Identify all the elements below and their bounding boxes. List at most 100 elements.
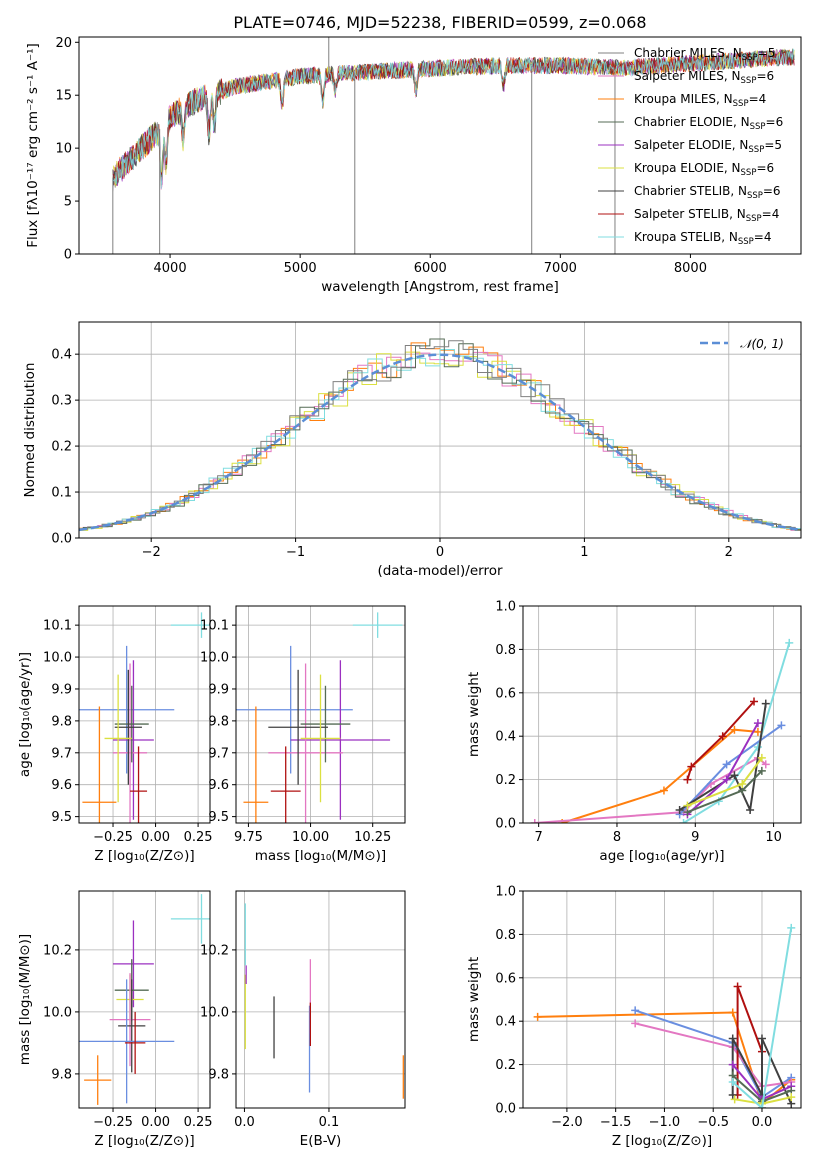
z-mass-axes: −0.25 0.00 0.25 9.8 10.0 10.2 Z [log₁₀(Z/Z⊙)] m…	[17, 891, 213, 1149]
y-tick-label: 20	[55, 36, 72, 51]
x-tick-label: 1	[580, 545, 588, 560]
y-axis-label: Flux [fλ10⁻¹⁷ erg cm⁻² s⁻¹ A⁻¹]	[25, 43, 41, 248]
mass-age-frame	[235, 605, 406, 824]
series-marker	[722, 760, 731, 769]
y-tick-label: 9.7	[208, 746, 229, 761]
x-tick-label: 9	[691, 830, 699, 845]
data-point	[109, 973, 151, 1067]
legend-entry: Kroupa MILES, NSSP=4	[634, 92, 766, 109]
y-tick-label: 9.9	[208, 682, 229, 697]
y-tick-label: 9.9	[51, 682, 72, 697]
y-tick-label: 10.0	[43, 1005, 72, 1020]
series-line	[682, 642, 791, 823]
y-tick-label: 9.6	[51, 778, 72, 793]
legend-entry: Chabrier STELIB, NSSP=6	[634, 184, 781, 201]
legend-entry: Salpeter STELIB, NSSP=4	[634, 207, 779, 224]
x-tick-label: −1.5	[600, 1115, 632, 1130]
data-point	[243, 706, 269, 823]
x-tick-label: −0.25	[93, 1115, 133, 1130]
z-age-frame	[78, 605, 211, 824]
x-tick-label: 8	[613, 830, 621, 845]
series-marker	[733, 982, 742, 991]
x-tick-label: 5000	[284, 261, 317, 276]
x-axis-label: Z [log₁₀(Z/Z⊙)]	[94, 848, 194, 864]
series-marker	[679, 819, 688, 823]
data-point	[170, 612, 210, 638]
y-tick-label: 0.6	[495, 971, 516, 986]
x-tick-label: 0.0	[234, 1115, 255, 1130]
y-tick-label: 0.2	[495, 773, 516, 788]
spectrum-series-line	[112, 48, 795, 189]
y-tick-label: 5	[64, 195, 72, 210]
series-marker	[761, 699, 770, 708]
legend-entry: 𝒩(0, 1)	[740, 337, 784, 351]
histogram-series	[79, 351, 801, 531]
data-point	[124, 1011, 146, 1074]
x-axis-label: mass [log₁₀(M/M⊙)]	[255, 848, 386, 864]
y-tick-label: 10.2	[200, 943, 229, 958]
y-tick-label: 10.2	[43, 943, 72, 958]
series-marker	[757, 766, 766, 775]
x-tick-label: 2	[725, 545, 733, 560]
y-tick-label: 0.2	[51, 440, 72, 455]
series-marker	[787, 923, 796, 932]
y-tick-label: 0.8	[495, 928, 516, 943]
x-tick-label: 0.1	[319, 1115, 340, 1130]
y-tick-label: 15	[55, 89, 72, 104]
x-tick-label: 10	[765, 830, 782, 845]
series-line	[732, 927, 793, 1108]
x-tick-label: 8000	[674, 261, 707, 276]
y-tick-label: 0.4	[495, 730, 516, 745]
y-tick-label: 9.8	[51, 1067, 72, 1082]
series-marker	[777, 721, 786, 730]
spectrum-frame	[78, 36, 802, 255]
mass-age-points	[236, 612, 403, 823]
x-axis-label: (data-model)/error	[377, 563, 503, 579]
x-tick-label: −0.5	[697, 1115, 729, 1130]
x-tick-label: −1.0	[649, 1115, 681, 1130]
x-tick-label: 0	[436, 545, 444, 560]
x-axis-label: E(B-V)	[300, 1133, 342, 1149]
series-line	[534, 756, 767, 823]
series-marker	[787, 1093, 796, 1102]
x-tick-label: 4000	[154, 261, 187, 276]
x-axis-label: age [log₁₀(age/yr)]	[599, 848, 724, 864]
x-tick-label: 7	[535, 830, 543, 845]
y-tick-label: 9.8	[208, 1067, 229, 1082]
data-point	[113, 920, 154, 1008]
y-tick-label: 0.6	[495, 686, 516, 701]
series-marker	[757, 1034, 766, 1043]
series-marker	[738, 779, 747, 788]
residuals-frame	[78, 321, 802, 539]
x-tick-label: 10.00	[292, 830, 329, 845]
y-tick-label: 1.0	[495, 600, 516, 615]
y-tick-label: 0.2	[495, 1058, 516, 1073]
x-axis-label: Z [log₁₀(Z/Z⊙)]	[94, 1133, 194, 1149]
ebv-mass-points	[244, 903, 404, 1099]
spectrum-legend: Chabrier MILES, NSSP=5 Salpeter MILES, NS…	[598, 46, 783, 247]
y-tick-label: 10.1	[200, 619, 229, 634]
ebv-mass-frame	[235, 890, 406, 1109]
y-tick-label: 0.0	[495, 817, 516, 832]
z-weight-series	[533, 923, 796, 1108]
series-marker	[728, 1060, 737, 1069]
y-tick-label: 10.1	[43, 619, 72, 634]
legend-entry: Chabrier MILES, NSSP=5	[634, 46, 775, 63]
y-tick-label: 9.5	[51, 810, 72, 825]
series-marker	[530, 819, 539, 823]
series-marker	[750, 697, 759, 706]
histogram-series	[79, 351, 801, 531]
histogram-series	[79, 340, 801, 531]
series-marker	[683, 801, 692, 810]
series-marker	[753, 743, 762, 752]
y-tick-label: 10.0	[200, 651, 229, 666]
y-tick-label: 9.5	[208, 810, 229, 825]
data-point	[79, 645, 175, 774]
normal-curve	[79, 353, 801, 532]
x-tick-label: 9.75	[234, 830, 263, 845]
series-marker	[728, 1034, 737, 1043]
y-tick-label: 9.8	[51, 714, 72, 729]
legend-entry: Salpeter ELODIE, NSSP=5	[634, 138, 782, 155]
data-point	[170, 894, 210, 944]
y-tick-label: 0.0	[495, 1102, 516, 1117]
